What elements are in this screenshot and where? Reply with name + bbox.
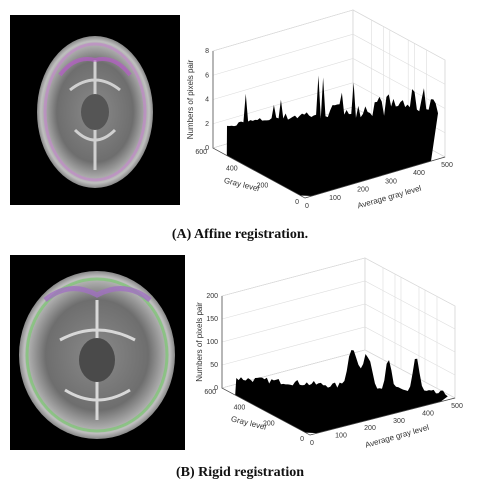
y-tick-label: 400	[226, 166, 238, 173]
x-tick-label: 100	[329, 195, 341, 202]
panel-caption: (A) Affine registration.	[172, 227, 308, 242]
x-tick-label: 500	[451, 403, 463, 410]
y-tick-label: 0	[300, 436, 304, 443]
y-tick-label: 0	[295, 199, 299, 206]
mri-image-a	[10, 15, 180, 205]
x-tick-label: 100	[335, 433, 347, 440]
z-tick-label: 50	[210, 362, 218, 369]
z-tick-label: 100	[206, 339, 218, 346]
x-tick-label: 400	[413, 170, 425, 177]
z-tick-label: 4	[205, 97, 209, 104]
x-tick-label: 0	[310, 440, 314, 447]
figure: 0246801002003004005000200400600Numbers o…	[0, 0, 477, 483]
y-axis-label: Gray level	[223, 176, 260, 193]
y-tick-label: 600	[204, 389, 216, 396]
z-tick-label: 200	[206, 293, 218, 300]
z-tick-label: 8	[205, 48, 209, 55]
x-tick-label: 300	[393, 418, 405, 425]
x-tick-label: 500	[441, 162, 453, 169]
z-tick-label: 150	[206, 316, 218, 323]
x-tick-label: 200	[357, 187, 369, 194]
x-tick-label: 400	[422, 410, 434, 417]
x-tick-label: 200	[364, 425, 376, 432]
y-tick-label: 400	[234, 405, 246, 412]
x-tick-label: 0	[305, 203, 309, 210]
z-tick-label: 2	[205, 121, 209, 128]
histogram-3d: 05010015020001002003004005000200400600Nu…	[195, 258, 463, 450]
x-tick-label: 300	[385, 178, 397, 185]
panel-caption: (B) Rigid registration	[176, 465, 304, 480]
mri-image-b	[10, 255, 185, 450]
z-axis-label: Numbers of pixels pair	[195, 302, 204, 382]
z-tick-label: 6	[205, 72, 209, 79]
z-axis-label: Numbers of pixels pair	[186, 59, 195, 139]
y-tick-label: 600	[195, 149, 207, 156]
y-axis-label: Gray level	[230, 414, 267, 431]
